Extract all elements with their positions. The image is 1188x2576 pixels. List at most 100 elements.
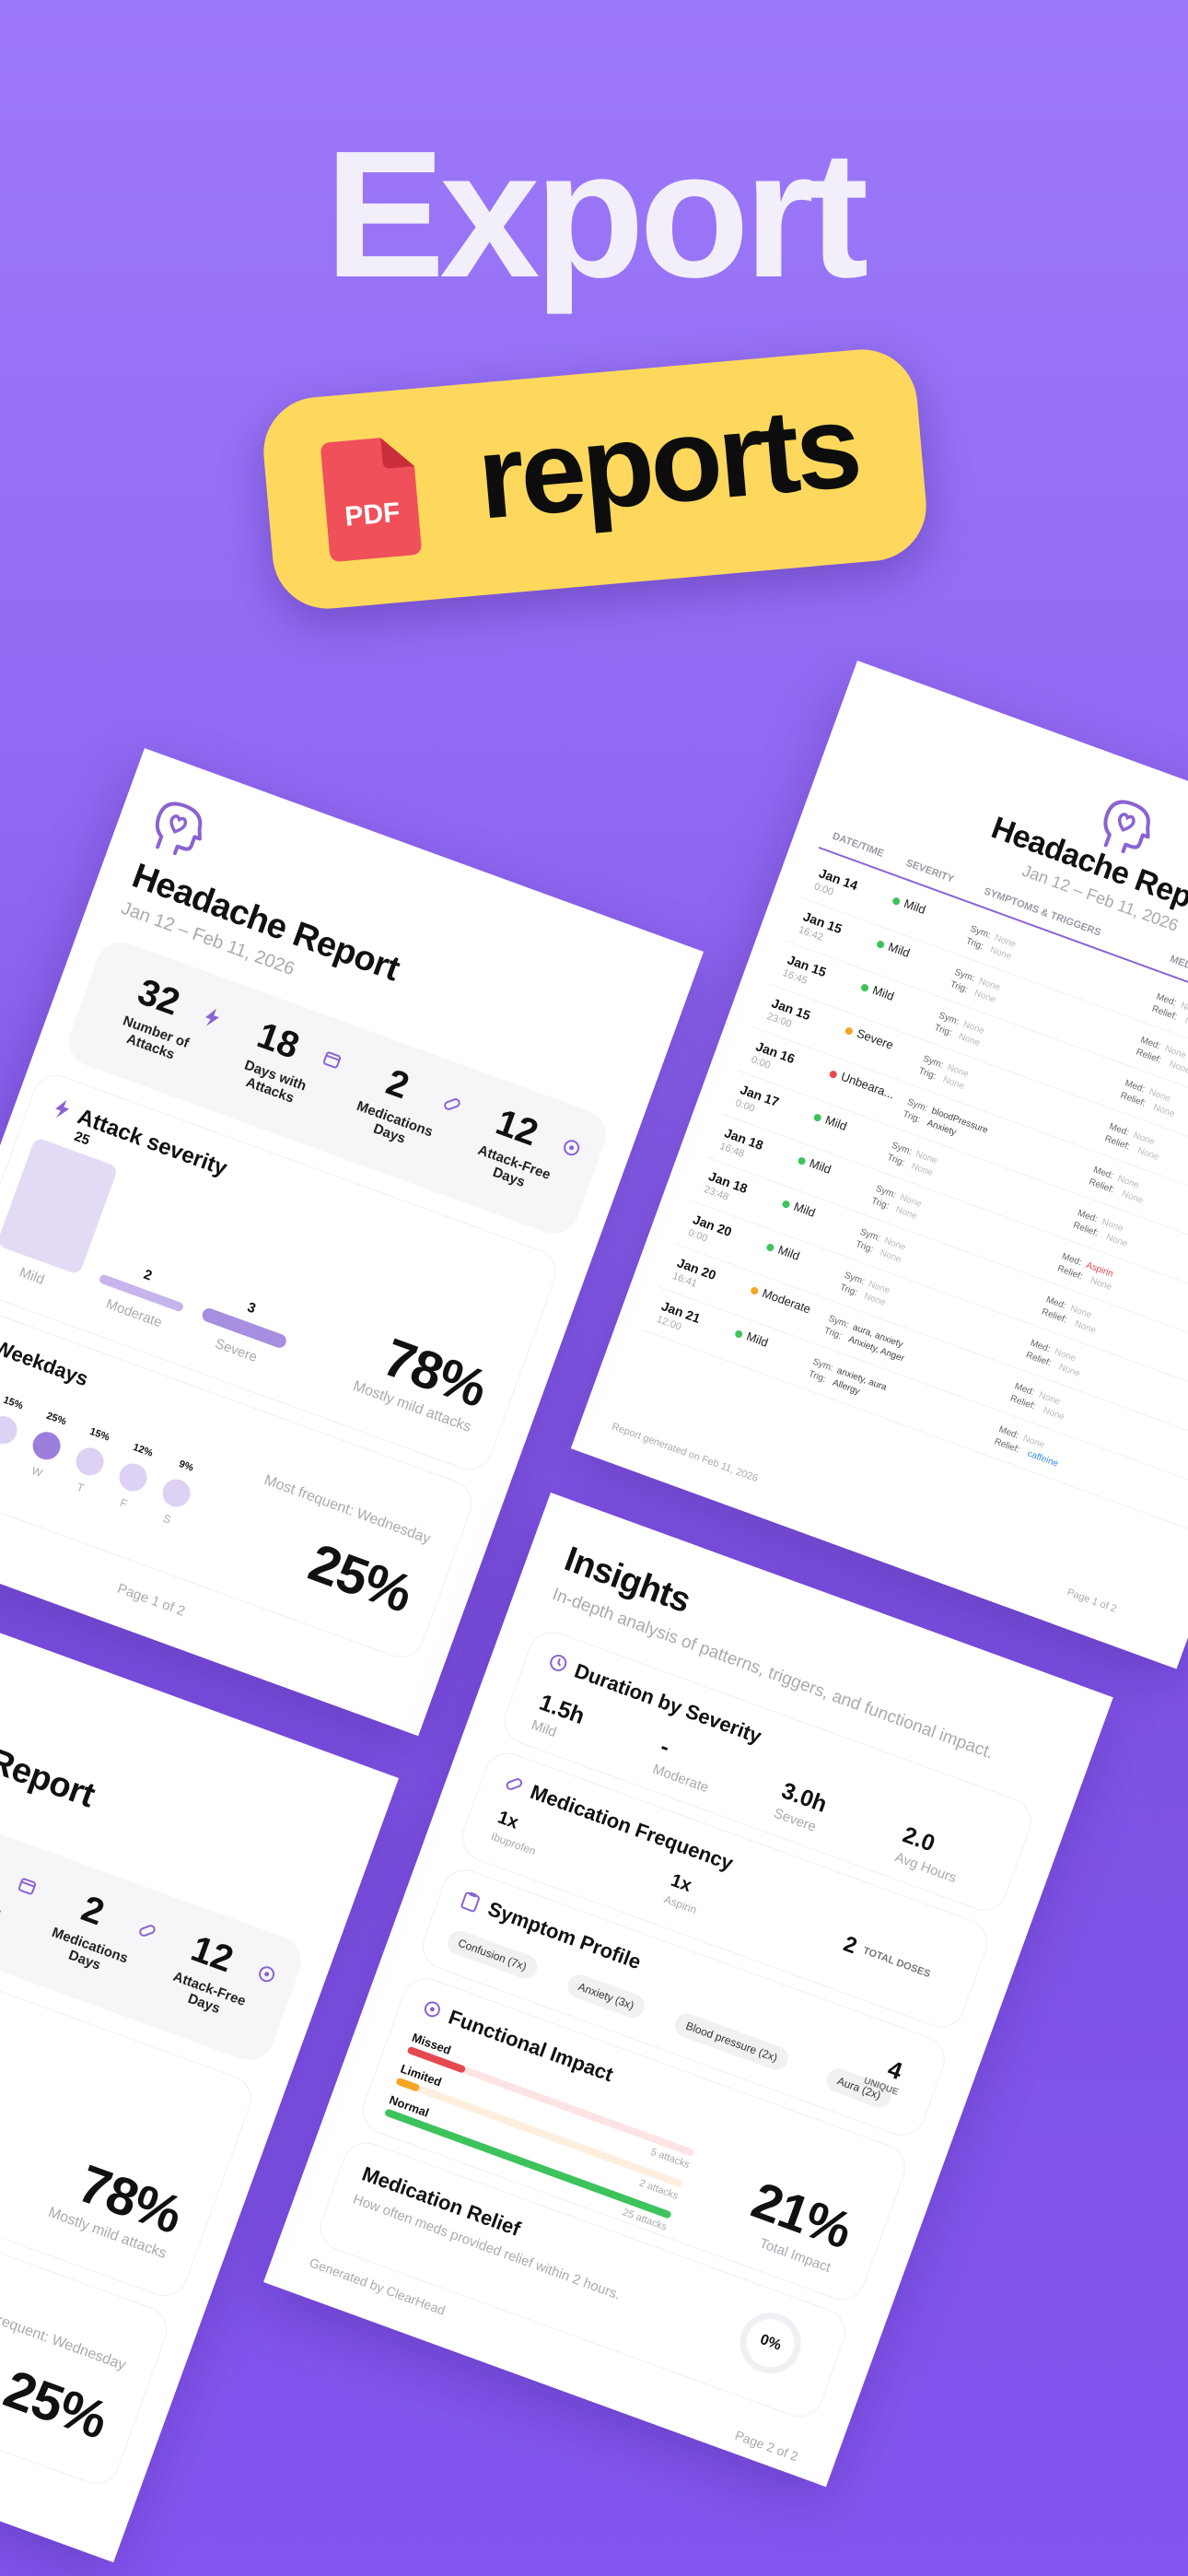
logo-part	[155, 802, 203, 856]
weekday-percent: 25%	[44, 1410, 68, 1428]
severity-dot	[781, 1199, 791, 1210]
weekday-label: T	[75, 1480, 87, 1495]
relief-value: None	[1042, 1405, 1066, 1423]
row-severity: Unbeara...	[839, 1069, 897, 1102]
med-value: None	[1037, 1389, 1062, 1408]
med-value: None	[1163, 1044, 1188, 1061]
med-value: None	[1132, 1130, 1157, 1148]
weekdays-caption: Most frequent: Wednesday	[262, 1471, 433, 1548]
severity-dot	[812, 1112, 822, 1123]
icon-part	[460, 1891, 480, 1913]
pdf-page	[320, 438, 422, 562]
relief-value: None	[1182, 1015, 1188, 1034]
medication-label: Aspirin	[662, 1892, 699, 1917]
row-severity: Mild	[775, 1242, 802, 1263]
icon-part	[139, 1925, 156, 1937]
icon-part	[325, 1054, 340, 1061]
row-severity: Mild	[886, 939, 913, 961]
med-value: None	[1021, 1433, 1046, 1451]
weekday-dot	[29, 1428, 64, 1464]
icon-part	[506, 1778, 523, 1790]
logo-part	[1103, 800, 1150, 854]
badge: PDF reports	[259, 345, 931, 614]
relief-value: None	[1104, 1232, 1129, 1250]
severity-dot	[859, 983, 870, 993]
icon-part	[429, 2007, 435, 2012]
relief-value: None	[1057, 1362, 1082, 1379]
icon-part	[564, 1140, 580, 1156]
icon-part	[569, 1145, 575, 1151]
med-value: None	[1053, 1346, 1077, 1364]
row-severity: Mild	[902, 896, 928, 918]
stat: 32 Number of Attacks	[83, 960, 234, 1090]
symptom-tag: Blood pressure (2x)	[671, 2009, 792, 2074]
icon-part	[444, 1098, 460, 1110]
log-page: Headache Report Jan 12 – Feb 11, 2026 DATE…	[570, 661, 1188, 1669]
weekdays-percent: 25%	[301, 1532, 420, 1624]
icon-part	[17, 1878, 37, 1895]
icon-part	[205, 1008, 219, 1027]
weekday-label: F	[118, 1495, 130, 1511]
weekday-dot	[158, 1475, 194, 1511]
weekday-dot	[0, 1411, 21, 1448]
row-severity: Mild	[808, 1155, 833, 1177]
logo	[1091, 792, 1160, 866]
impact-card: Functional Impact Missed 5 attacks Limited 2…	[355, 1971, 913, 2307]
weekdays-percent: 25%	[0, 2359, 115, 2451]
icon-part	[424, 2001, 440, 2018]
relief-value: None	[1151, 1102, 1176, 1120]
icon-part	[259, 1966, 275, 1983]
logo-part	[1117, 813, 1136, 832]
relief-value: None	[1120, 1188, 1145, 1207]
pdf-icon: PDF	[320, 438, 422, 562]
icon	[458, 1890, 482, 1919]
stat: 2 Medications Days	[17, 1873, 169, 2003]
symptom-tag: Anxiety (3x)	[564, 1971, 648, 2021]
row-severity: Mild	[870, 982, 896, 1004]
stat: 12 Attack-Free Days	[441, 1090, 592, 1220]
icon-part	[469, 1891, 477, 1898]
icon	[134, 1919, 158, 1947]
icon-part	[444, 1098, 460, 1110]
icon-part	[564, 1140, 580, 1156]
icon-part	[506, 1778, 523, 1790]
row-rule	[658, 1286, 1188, 1490]
med-value: Aspirin	[1084, 1259, 1115, 1280]
icon-part	[424, 2001, 440, 2018]
weekday-percent: 15%	[87, 1425, 111, 1444]
severity-bar	[0, 1136, 119, 1276]
severity-dot	[797, 1155, 807, 1166]
icon	[501, 1773, 526, 1800]
icon-part	[205, 1008, 219, 1027]
icon	[199, 1005, 223, 1035]
duration-value: -	[657, 1733, 673, 1761]
report-title: Headache Report	[0, 1683, 100, 1816]
weekday-label: T	[0, 1444, 14, 1469]
total-label: TOTAL DOSES	[861, 1945, 932, 1981]
weekday-percent: 15%	[1, 1394, 25, 1412]
weekday-percent: 9%	[177, 1458, 195, 1474]
med-value: None	[1147, 1086, 1172, 1105]
duration-card: Duration by Severity 1.5h Mild - Moderate 3.0…	[497, 1624, 1039, 1917]
medication-value: 1x	[495, 1807, 521, 1833]
weekday-dot	[115, 1459, 151, 1495]
weekday-percent: 12%	[131, 1441, 155, 1459]
icon-part	[259, 1966, 275, 1983]
icon-part	[139, 1925, 156, 1937]
total-value: 2	[840, 1931, 861, 1960]
logo-part	[155, 802, 203, 856]
icon	[419, 1997, 444, 2025]
log-generated: Report generated on Feb 11, 2026	[610, 1421, 760, 1485]
severity-dot	[828, 1070, 838, 1080]
med-value: None	[1100, 1216, 1125, 1235]
icon-part	[550, 1654, 567, 1671]
medication-value: 1x	[668, 1869, 694, 1897]
icon	[438, 1093, 463, 1120]
icon	[558, 1136, 583, 1164]
insights-page: Insights In-depth analysis of patterns, t…	[263, 1493, 1113, 2488]
relief-value: None	[1073, 1318, 1098, 1336]
row-severity: Mild	[791, 1199, 818, 1220]
icon-part	[550, 1654, 567, 1671]
